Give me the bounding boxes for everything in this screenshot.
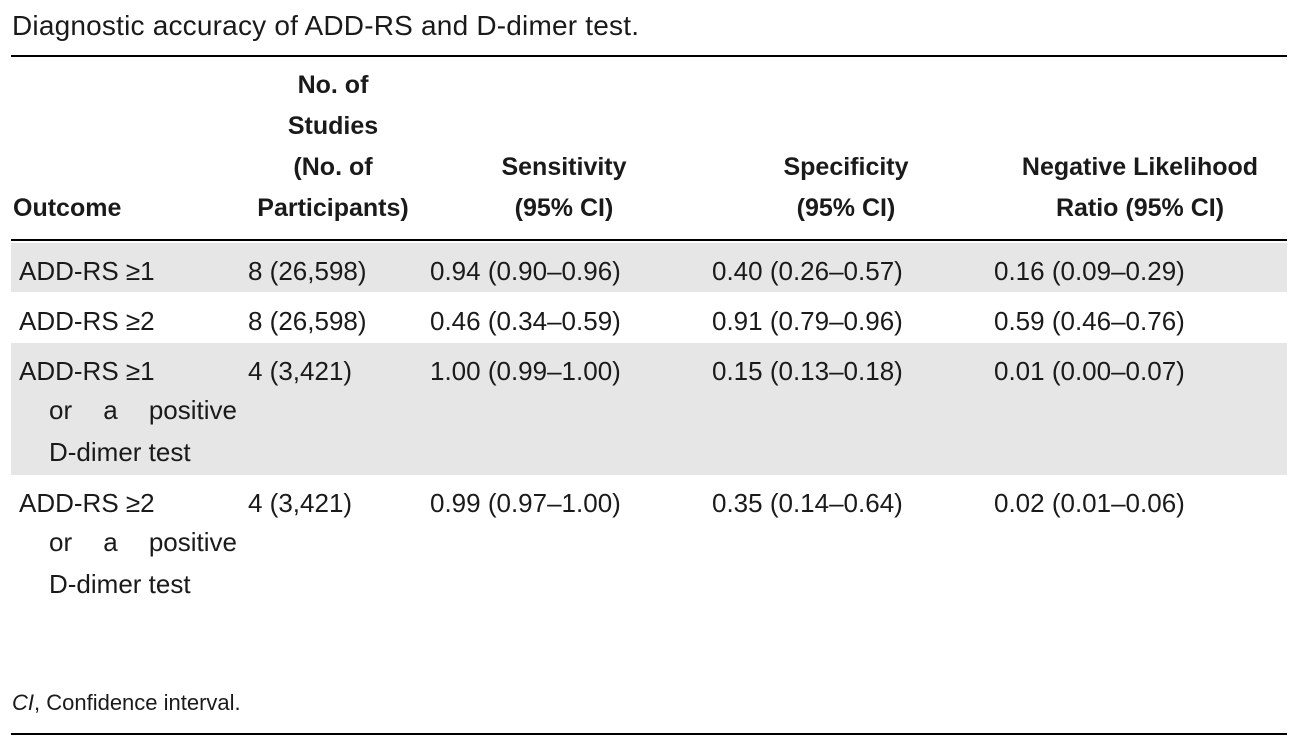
cell-sensitivity: 1.00 (0.99–1.00) (430, 356, 621, 386)
header-specificity-line-2: (95% CI) (796, 194, 896, 222)
table-row: ADD-RS ≥1 or a positive D-dimer test 4 (… (11, 343, 1287, 475)
header-studies-line-3: (No. of (293, 153, 373, 181)
cell-studies: 4 (3,421) (248, 488, 353, 518)
cell-nlr: 0.01 (0.00–0.07) (994, 356, 1185, 386)
footnote-abbreviation: CI (12, 690, 34, 715)
header-outcome: Outcome (13, 188, 121, 229)
bottom-rule (11, 733, 1287, 735)
header-nlr-line-2: Ratio (95% CI) (1055, 194, 1225, 222)
header-nlr-line-1: Negative Likelihood (1021, 153, 1259, 181)
cell-outcome-continuation-2: D-dimer test (49, 569, 191, 599)
cell-outcome-continuation-2: D-dimer test (49, 437, 191, 467)
header-sensitivity-line-2: (95% CI) (514, 194, 614, 222)
table-row: ADD-RS ≥2 8 (26,598) 0.46 (0.34–0.59) 0.… (11, 293, 1287, 343)
header-sensitivity: Sensitivity (95% CI) (479, 147, 649, 229)
top-rule (11, 55, 1287, 57)
cell-nlr: 0.16 (0.09–0.29) (994, 256, 1185, 286)
cell-outcome: ADD-RS ≥2 (19, 488, 155, 518)
table-row: ADD-RS ≥1 8 (26,598) 0.94 (0.90–0.96) 0.… (11, 243, 1287, 292)
header-rule (11, 239, 1287, 241)
header-nlr: Negative Likelihood Ratio (95% CI) (1005, 147, 1275, 229)
cell-studies: 8 (26,598) (248, 306, 367, 336)
outcome-word: a (103, 527, 118, 557)
cell-sensitivity: 0.99 (0.97–1.00) (430, 488, 621, 518)
header-studies-line-4: Participants) (257, 194, 409, 222)
cell-outcome-continuation: or a positive (49, 390, 237, 431)
header-studies-line-2: Studies (287, 112, 379, 140)
outcome-word: a (103, 395, 118, 425)
cell-specificity: 0.35 (0.14–0.64) (712, 488, 903, 518)
header-studies: No. of Studies (No. of Participants) (247, 65, 419, 229)
cell-specificity: 0.40 (0.26–0.57) (712, 256, 903, 286)
table-header: Outcome No. of Studies (No. of Participa… (11, 57, 1287, 239)
outcome-word: or (49, 527, 73, 557)
table-footnote: CI, Confidence interval. (12, 688, 241, 718)
cell-studies: 4 (3,421) (248, 356, 353, 386)
cell-sensitivity: 0.46 (0.34–0.59) (430, 306, 621, 336)
cell-outcome-continuation: or a positive (49, 522, 237, 563)
outcome-word: or (49, 395, 73, 425)
header-outcome-line: Outcome (13, 194, 122, 222)
cell-nlr: 0.02 (0.01–0.06) (994, 488, 1185, 518)
footnote-text: , Confidence interval. (34, 690, 241, 715)
outcome-word: positive (148, 395, 237, 425)
header-studies-line-1: No. of (297, 71, 369, 99)
cell-sensitivity: 0.94 (0.90–0.96) (430, 256, 621, 286)
header-specificity: Specificity (95% CI) (763, 147, 929, 229)
cell-outcome: ADD-RS ≥2 (19, 306, 155, 336)
cell-outcome: ADD-RS ≥1 (19, 356, 155, 386)
cell-outcome: ADD-RS ≥1 (19, 256, 155, 286)
cell-specificity: 0.91 (0.79–0.96) (712, 306, 903, 336)
header-sensitivity-line-1: Sensitivity (501, 153, 627, 181)
outcome-word: positive (148, 527, 237, 557)
table-row: ADD-RS ≥2 or a positive D-dimer test 4 (… (11, 475, 1287, 607)
cell-studies: 8 (26,598) (248, 256, 367, 286)
header-specificity-line-1: Specificity (783, 153, 909, 181)
table-caption: Diagnostic accuracy of ADD-RS and D-dime… (12, 10, 640, 41)
cell-specificity: 0.15 (0.13–0.18) (712, 356, 903, 386)
cell-nlr: 0.59 (0.46–0.76) (994, 306, 1185, 336)
